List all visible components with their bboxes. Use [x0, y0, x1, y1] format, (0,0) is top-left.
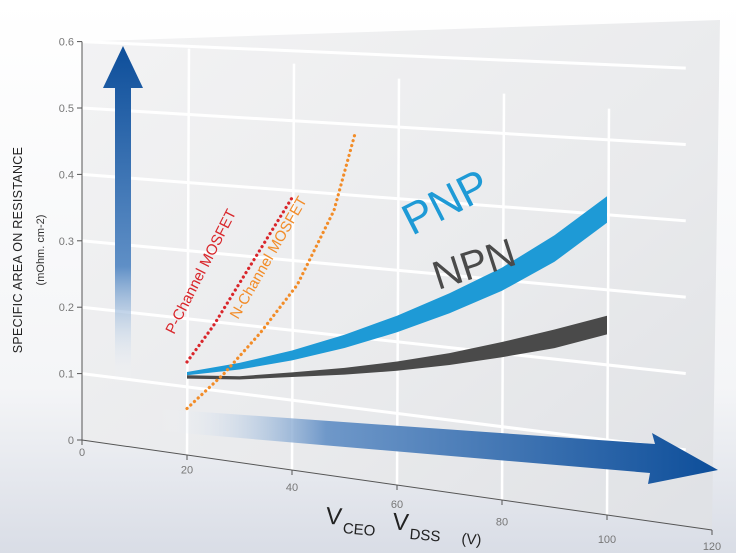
y-axis-label: SPECIFIC AREA ON RESISTANCE — [11, 147, 25, 354]
x-tick-group: 0 20 40 60 80 100 120 — [79, 440, 721, 553]
y-tick-label-0.6: 0.6 — [59, 37, 74, 49]
x-tick-label-0: 0 — [79, 447, 85, 459]
y-tick-label-0.5: 0.5 — [59, 103, 74, 115]
gridline-y-0.2 — [81, 305, 686, 376]
x-label-vdss-v: V — [392, 508, 410, 536]
x-label-vceo-sub: CEO — [342, 520, 376, 540]
y-axis-unit-group: (mOhm. cm-2) — [35, 215, 47, 286]
gridline-x-80 — [500, 93, 506, 501]
gridline-y-0.6 — [81, 40, 686, 70]
gridline-x-20 — [185, 48, 191, 456]
gridlines — [81, 40, 686, 516]
gridline-x-40 — [290, 63, 296, 471]
x-tick-label-20: 20 — [181, 464, 193, 476]
x-tick-label-100: 100 — [598, 534, 616, 546]
x-tick-label-40: 40 — [286, 482, 298, 494]
x-tick-label-60: 60 — [391, 499, 403, 511]
series-band-npn — [187, 315, 607, 380]
y-tick-label-0.1: 0.1 — [59, 369, 74, 381]
y-tick-label-0.3: 0.3 — [59, 236, 74, 248]
gridline-y-0.1 — [81, 372, 686, 452]
x-tick-label-120: 120 — [703, 541, 721, 553]
gridline-y-0.3 — [81, 239, 686, 299]
x-tick-label-80: 80 — [496, 517, 508, 529]
y-axis-label-group: SPECIFIC AREA ON RESISTANCE — [11, 147, 25, 354]
y-tick-label-0.2: 0.2 — [59, 302, 74, 314]
gridline-y-0.5 — [81, 106, 686, 146]
y-axis-unit: (mOhm. cm-2) — [35, 215, 47, 286]
series-layer — [185, 132, 607, 411]
y-tick-label-0.4: 0.4 — [59, 169, 74, 181]
x-axis-label-group: V CEO V DSS (V) — [325, 503, 482, 550]
x-label-vceo-v: V — [325, 503, 343, 531]
x-label-vdss-sub: DSS — [409, 526, 441, 546]
x-label-unit: (V) — [461, 530, 482, 549]
series-line-p-channel-mosfet — [185, 196, 294, 364]
y-tick-group: 0 0.1 0.2 0.3 0.4 0.5 0.6 — [59, 37, 82, 447]
y-direction-arrow — [103, 46, 143, 385]
plot-panel — [82, 20, 720, 530]
series-line-n-channel-mosfet — [185, 132, 357, 411]
gridline-x-60 — [395, 78, 401, 486]
y-tick-label-0: 0 — [68, 435, 74, 447]
x-direction-arrow — [158, 409, 718, 484]
